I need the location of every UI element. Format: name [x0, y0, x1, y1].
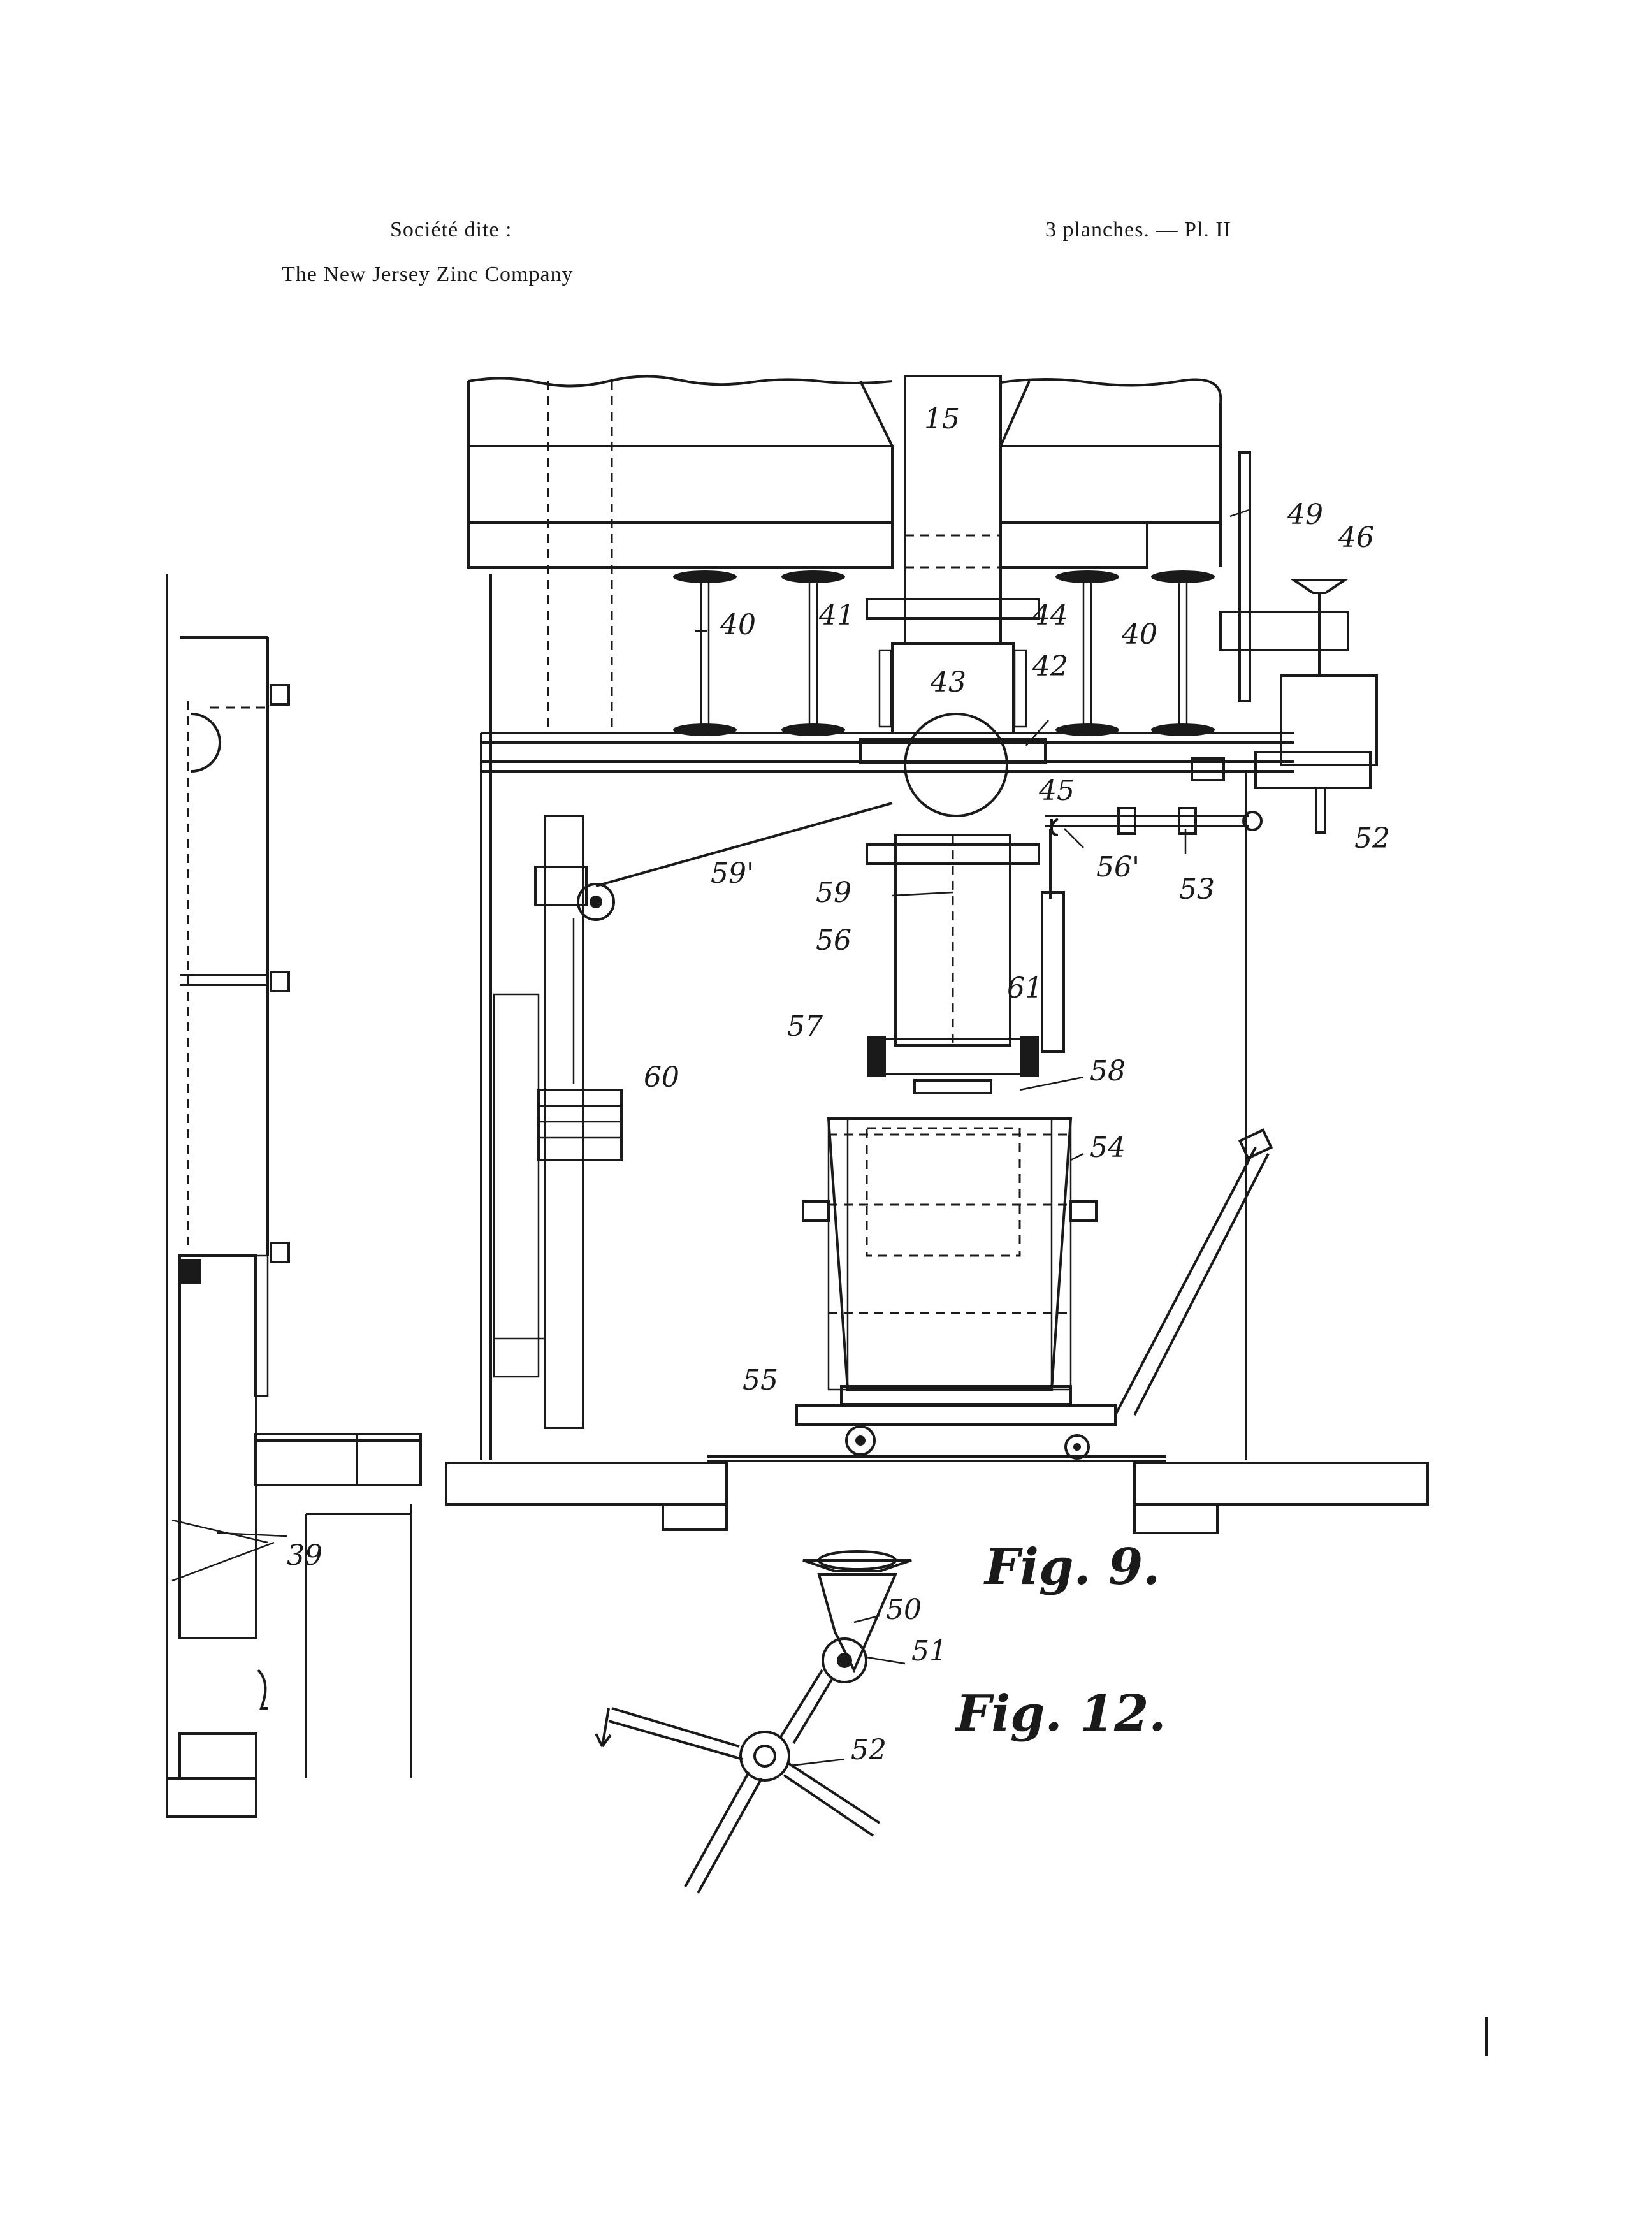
numeral-15: 15 [924, 403, 960, 435]
furnace-top-structure [468, 376, 1221, 727]
numeral-61: 61 [1007, 972, 1043, 1005]
numeral-50: 50 [886, 1594, 922, 1626]
numeral-44: 44 [1032, 599, 1068, 632]
foundation [446, 1456, 1428, 1533]
numeral-56: 56 [816, 924, 851, 957]
figure-12-label: Fig. 12. [955, 1685, 1166, 1743]
spindles [673, 570, 1215, 736]
numeral-59-prime: 59' [711, 857, 754, 890]
figure-9-label: Fig. 9. [983, 1538, 1160, 1596]
reference-numerals: 15 49 46 40 41 44 40 43 42 45 52 59' 56'… [287, 403, 1390, 1766]
retort-bucket [803, 1119, 1096, 1404]
truck-and-lever [797, 1130, 1271, 1458]
numeral-39: 39 [287, 1539, 322, 1572]
horizontal-beams [481, 574, 1294, 1460]
central-shaft [860, 376, 1045, 1045]
left-furnace-section [167, 574, 421, 1817]
numeral-40-left: 40 [720, 609, 756, 641]
numeral-52-fig9: 52 [1354, 822, 1390, 855]
numeral-41: 41 [818, 599, 855, 632]
numeral-59: 59 [816, 876, 851, 909]
numeral-57: 57 [787, 1010, 823, 1043]
numeral-52-fig12: 52 [851, 1734, 887, 1766]
numeral-43: 43 [930, 666, 966, 699]
numeral-56-prime: 56' [1096, 851, 1140, 883]
numeral-58: 58 [1090, 1055, 1126, 1087]
numeral-42: 42 [1032, 650, 1068, 683]
numeral-46: 46 [1338, 521, 1374, 554]
numeral-51: 51 [911, 1635, 947, 1667]
numeral-53: 53 [1179, 873, 1215, 906]
numeral-55: 55 [743, 1364, 778, 1397]
numeral-49: 49 [1287, 498, 1323, 531]
fig12-star-wheel [596, 1551, 911, 1893]
numeral-40-right: 40 [1121, 618, 1157, 651]
valve-rod-assembly [1042, 808, 1261, 1052]
numeral-60: 60 [644, 1061, 679, 1094]
numeral-45: 45 [1038, 774, 1075, 807]
numeral-54: 54 [1090, 1131, 1126, 1164]
